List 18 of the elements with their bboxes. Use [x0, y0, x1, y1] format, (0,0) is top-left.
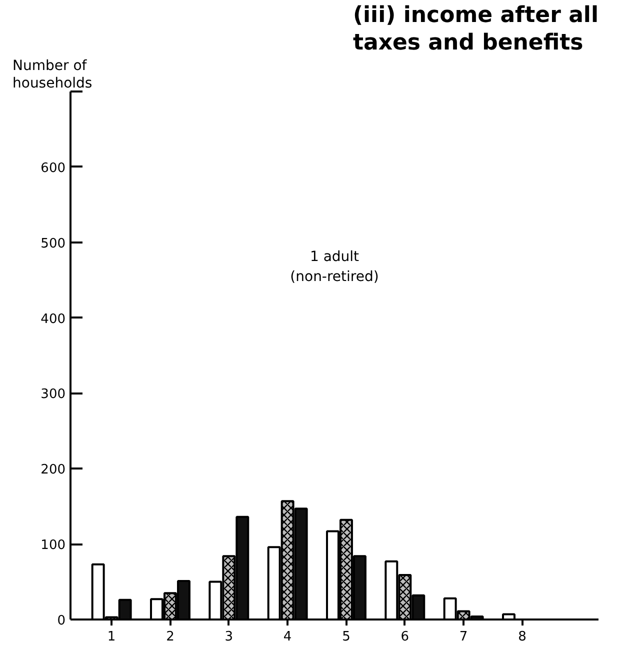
x-tick-label: 6 [400, 630, 410, 644]
x-tick-label: 4 [283, 630, 292, 644]
y-tick-label: 400 [40, 312, 66, 327]
chart-title: (iii) income after all taxes and benefits [352, 3, 598, 56]
annotation: 1 adult (non-retired) [290, 248, 379, 285]
y-tick-label: 500 [40, 236, 66, 252]
x-tick-label: 7 [459, 630, 468, 644]
x-tick-label: 5 [342, 630, 350, 644]
y-tick-label: 100 [40, 538, 66, 554]
y-tick-label: 600 [40, 160, 66, 176]
y-tick-label: 300 [40, 387, 66, 402]
x-tick-label: 3 [224, 630, 234, 644]
y-tick-label: 200 [40, 462, 66, 478]
x-tick-label: 2 [166, 630, 174, 644]
y-axis-title: Number of households [12, 58, 92, 92]
y-tick-label: 0 [57, 614, 66, 628]
x-tick-label: 1 [107, 630, 116, 644]
x-tick-label: 8 [518, 630, 526, 644]
